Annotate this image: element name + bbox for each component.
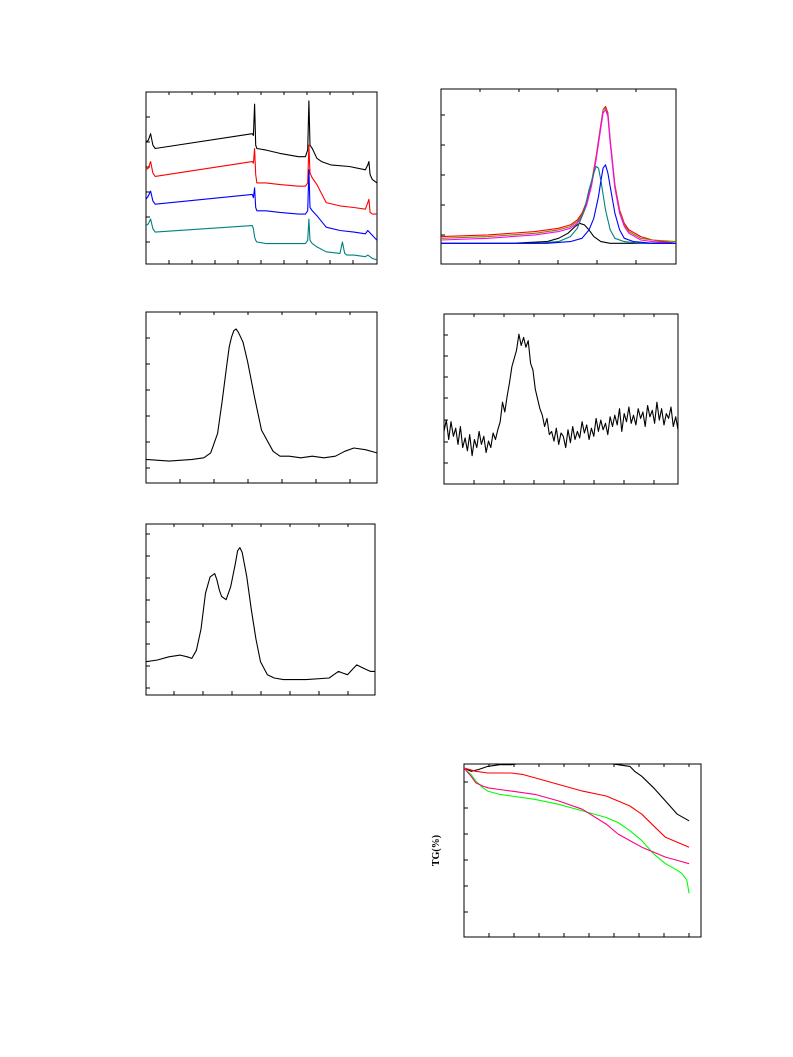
series-line-1 bbox=[441, 105, 676, 244]
series-line-2 bbox=[441, 107, 676, 243]
series-line-4 bbox=[146, 218, 377, 261]
plot-frame bbox=[145, 91, 378, 265]
series-line-4 bbox=[464, 767, 690, 865]
chart-panel-top-right bbox=[440, 88, 677, 265]
series-line-1 bbox=[146, 328, 377, 462]
series-line-1 bbox=[146, 547, 375, 681]
y-axis-label: TG(%) bbox=[431, 835, 442, 866]
chart-panel-middle-left bbox=[145, 311, 378, 484]
series-line-4 bbox=[441, 222, 676, 244]
plot-frame bbox=[145, 311, 378, 484]
series-line-3 bbox=[464, 767, 690, 894]
series-line-5 bbox=[441, 165, 676, 244]
chart-panel-middle-right bbox=[443, 313, 679, 485]
series-line-1 bbox=[444, 333, 678, 457]
series-line-2 bbox=[146, 144, 377, 215]
series-line-1 bbox=[464, 764, 690, 822]
chart-panel-bottom-right: TG(%) bbox=[431, 763, 702, 938]
charts-layer: TG(%) bbox=[145, 88, 702, 938]
plot-frame bbox=[443, 313, 679, 485]
plot-frame bbox=[463, 763, 702, 938]
series-line-3 bbox=[146, 169, 377, 241]
series-line-3 bbox=[441, 109, 676, 244]
series-line-2 bbox=[464, 767, 690, 848]
series-line-6 bbox=[441, 164, 676, 244]
chart-panel-lower-left bbox=[145, 523, 376, 696]
plot-frame bbox=[145, 523, 376, 696]
chart-panel-top-left bbox=[145, 91, 378, 265]
series-line-1 bbox=[146, 100, 377, 184]
